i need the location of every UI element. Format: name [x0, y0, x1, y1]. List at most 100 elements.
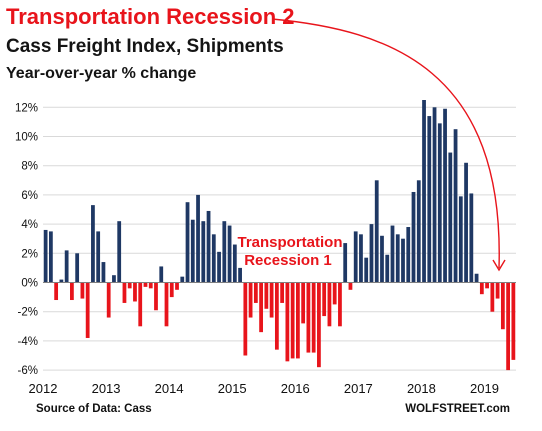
bar [48, 231, 53, 283]
bar [154, 282, 158, 311]
y-tick-label: 4% [21, 219, 38, 231]
bar [511, 282, 516, 360]
recession-1-annotation-line1: Transportation [237, 234, 342, 251]
bar [106, 282, 111, 318]
arrow-curve [271, 18, 500, 269]
y-tick-label: -2% [18, 307, 38, 319]
bar [185, 202, 190, 283]
bar [217, 251, 221, 283]
x-tick-label: 2017 [344, 381, 373, 396]
brand-label: WOLFSTREET.com [405, 403, 510, 415]
y-tick-label: 0% [21, 278, 38, 290]
y-tick-label: 8% [21, 161, 38, 173]
bar [259, 282, 263, 333]
chart-title: Transportation Recession 2 [6, 4, 295, 29]
bar [117, 221, 122, 283]
bar [269, 282, 274, 318]
bar [369, 224, 374, 283]
bar [306, 282, 311, 353]
bar [138, 282, 143, 327]
bar [390, 225, 395, 283]
bar [80, 282, 85, 299]
bar [416, 180, 421, 283]
bar [422, 100, 426, 283]
bar [348, 282, 353, 290]
bar [54, 282, 59, 301]
bar [201, 221, 206, 283]
bar [317, 282, 321, 368]
bar [485, 282, 489, 289]
bar [443, 108, 447, 283]
bars-layer [43, 100, 516, 371]
bar [479, 282, 484, 295]
y-tick-label: 6% [21, 190, 38, 202]
axis-layer: 12% 10% 8% 6% 4% 2% 0% -2% -4% -6% 2012 2013 2014 201… [15, 102, 516, 396]
x-tick-label: 2012 [29, 381, 58, 396]
x-tick-label: 2019 [470, 381, 499, 396]
arrow-head [492, 259, 506, 272]
chart-subtitle: Cass Freight Index, Shipments [6, 36, 284, 57]
source-note: Source of Data: Cass [36, 403, 152, 415]
bar [159, 266, 164, 283]
bar [243, 282, 248, 356]
bar [296, 282, 300, 359]
bar [96, 231, 101, 283]
bar [411, 191, 416, 283]
bar [206, 210, 211, 283]
bar [85, 282, 90, 338]
bar [264, 282, 269, 309]
bar [490, 282, 495, 312]
bar [448, 152, 453, 283]
bar [464, 162, 468, 283]
bar [280, 282, 285, 303]
bar [495, 282, 500, 299]
bar [211, 234, 216, 283]
bar [290, 282, 295, 359]
bar [70, 282, 74, 301]
grid-layer [43, 106, 516, 371]
bar [500, 282, 505, 330]
bar [169, 282, 174, 298]
bar [427, 116, 432, 283]
bar [332, 282, 337, 305]
bar [175, 282, 179, 290]
y-tick-label: -4% [18, 336, 38, 348]
bar [59, 279, 64, 283]
bar [380, 235, 384, 283]
bar [222, 221, 227, 283]
x-tick-label: 2013 [92, 381, 121, 396]
bar [437, 123, 442, 283]
bar [401, 238, 405, 283]
bar [64, 250, 69, 283]
bar [359, 234, 363, 283]
bar [180, 276, 185, 283]
bar [238, 267, 242, 283]
bar [338, 282, 342, 327]
bar [43, 229, 48, 283]
bar [227, 225, 232, 283]
y-tick-label: -6% [18, 365, 38, 377]
x-tick-label: 2016 [281, 381, 310, 396]
bar [343, 243, 348, 283]
bar [148, 282, 153, 289]
bar [143, 282, 148, 287]
bar [127, 282, 132, 289]
bar [91, 205, 95, 283]
bar [190, 219, 195, 283]
x-tick-label: 2014 [155, 381, 184, 396]
chart-subtitle-2: Year-over-year % change [6, 65, 196, 82]
x-tick-label: 2015 [218, 381, 247, 396]
bar [164, 282, 169, 327]
bar [274, 282, 279, 350]
bar [395, 234, 400, 283]
bar [248, 282, 253, 318]
bar [364, 257, 369, 283]
recession-1-annotation-line2: Recession 1 [244, 252, 332, 269]
y-tick-label: 2% [21, 248, 38, 260]
bar [322, 282, 327, 317]
x-tick-label: 2018 [407, 381, 436, 396]
bar [253, 282, 258, 303]
bar [301, 282, 306, 324]
